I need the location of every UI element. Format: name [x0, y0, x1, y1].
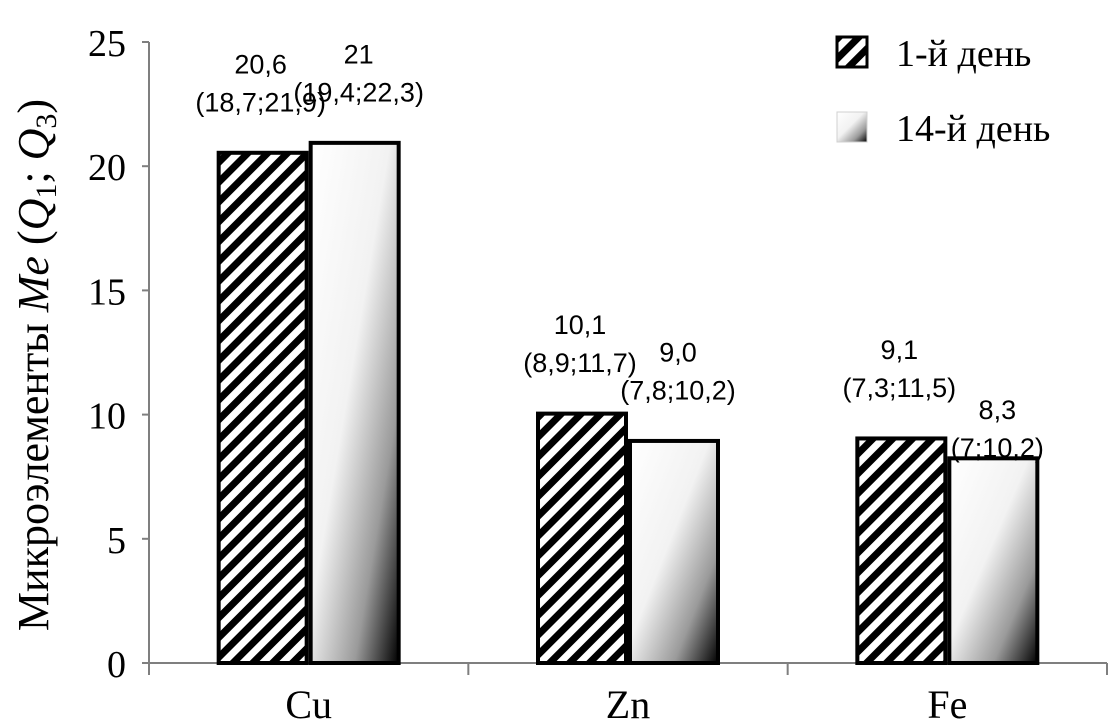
data-label-iqr: (7;10,2)	[951, 433, 1044, 463]
y-tick-label: 0	[107, 644, 126, 686]
bar-cu-series1	[216, 150, 309, 666]
data-label-iqr: (18,7;21,9)	[195, 87, 326, 117]
data-label-value: 9,1	[881, 335, 919, 365]
data-label-value: 8,3	[979, 395, 1017, 425]
y-tick-label: 10	[88, 396, 126, 438]
x-tick-label: Fe	[927, 682, 967, 724]
y-tick-label: 25	[88, 23, 126, 65]
x-tick-label: Cu	[285, 682, 332, 724]
legend-swatch-day14	[836, 111, 868, 143]
data-label-iqr: (8,9;11,7)	[523, 348, 637, 378]
bar-zn-series2	[628, 438, 720, 665]
bar-cu-series2	[308, 140, 401, 666]
data-label-value: 20,6	[234, 49, 287, 79]
value-labels: 20,6 (18,7;21,9) 21 (19,4;22,3) 10,1 (8,9;11,…	[195, 39, 1043, 462]
bar-fe-series2	[947, 456, 1040, 665]
data-label-value: 10,1	[554, 310, 607, 340]
data-label-iqr: (7,3;11,5)	[843, 373, 957, 403]
data-label-iqr: (7,8;10,2)	[620, 375, 736, 405]
legend: 1-й день 14-й день	[835, 33, 1050, 150]
y-tick-label: 20	[88, 147, 126, 189]
y-tick-label: 5	[107, 520, 126, 562]
legend-label-day1: 1-й день	[896, 33, 1031, 75]
bar-fe-series1	[855, 436, 948, 665]
legend-swatch-day1	[835, 35, 869, 69]
legend-label-day14: 14-й день	[896, 108, 1050, 150]
bar-zn-series1	[536, 411, 628, 665]
y-ticks: 0 5 10 15 20 25	[88, 23, 149, 686]
x-tick-label: Zn	[606, 682, 650, 724]
bars	[216, 140, 1040, 666]
y-axis-label: Микроэлементы Me (Q1; Q3)	[9, 99, 63, 631]
data-label-iqr: (19,4;22,3)	[293, 77, 424, 107]
x-ticks: Cu Zn Fe	[148, 663, 1108, 724]
data-label-value: 9,0	[659, 337, 697, 367]
data-label-value: 21	[344, 39, 374, 69]
y-tick-label: 15	[88, 271, 126, 313]
